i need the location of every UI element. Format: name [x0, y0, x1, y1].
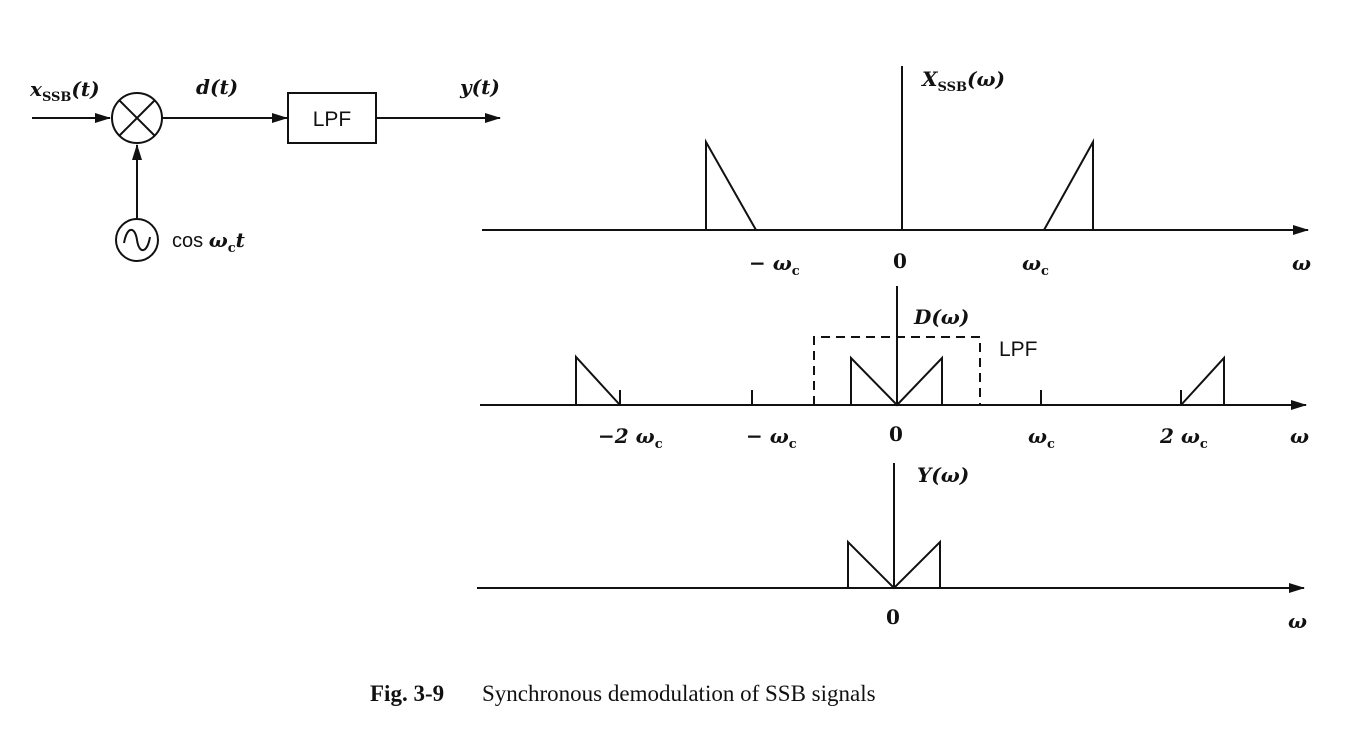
d-tick-neg-wc: − ωc [746, 424, 797, 452]
y-spectrum-panel: Y(ω) 0 ω [477, 463, 1307, 633]
d-tick-2wc: 2 ωc [1159, 424, 1208, 452]
oscillator-label: cos ωct [172, 228, 246, 256]
x-tick-wc: ωc [1022, 251, 1049, 279]
mixer-output-label: d(t) [196, 75, 238, 99]
y-spectrum-title: Y(ω) [917, 463, 969, 487]
x-spectrum-title: XSSB(ω) [920, 67, 1005, 95]
lpf-passband-label: LPF [999, 338, 1038, 361]
caption-text: Synchronous demodulation of SSB signals [482, 681, 876, 706]
multiplier-icon [111, 92, 163, 144]
d-axis-variable: ω [1290, 424, 1309, 448]
d-spectrum-panel: D(ω) LPF −2 ωc − ωc 0 ωc 2 ωc ω [480, 286, 1309, 452]
x-right-sideband [1043, 138, 1094, 231]
lpf-block-label: LPF [313, 108, 352, 131]
x-ssb-spectrum-panel: XSSB(ω) − ωc 0 ωc ω [482, 66, 1311, 279]
x-tick-neg-wc: − ωc [749, 251, 800, 279]
figure-caption: Fig. 3-9 Synchronous demodulation of SSB… [370, 681, 876, 706]
d-tick-zero: 0 [889, 422, 903, 446]
caption-number: Fig. 3-9 [370, 681, 444, 706]
block-diagram: xSSB(t) cos ωct d(t) LPF y(t) [29, 75, 501, 262]
x-tick-zero: 0 [893, 249, 907, 273]
y-baseband-component [847, 539, 941, 590]
x-left-sideband [705, 138, 757, 231]
oscillator-icon [115, 218, 159, 262]
x-axis-variable: ω [1292, 251, 1311, 275]
y-tick-zero: 0 [886, 605, 900, 629]
output-signal-label: y(t) [459, 75, 500, 99]
d-spectrum-title: D(ω) [913, 305, 969, 329]
d-baseband-component [850, 355, 943, 407]
y-axis-variable: ω [1288, 609, 1307, 633]
lpf-passband-dashed [813, 336, 981, 405]
d-tick-wc: ωc [1028, 424, 1055, 452]
d-tick-neg-2wc: −2 ωc [598, 424, 663, 452]
d-component-neg-2wc [575, 354, 621, 406]
d-component-pos-2wc [1180, 355, 1225, 406]
input-signal-label: xSSB(t) [29, 77, 100, 105]
